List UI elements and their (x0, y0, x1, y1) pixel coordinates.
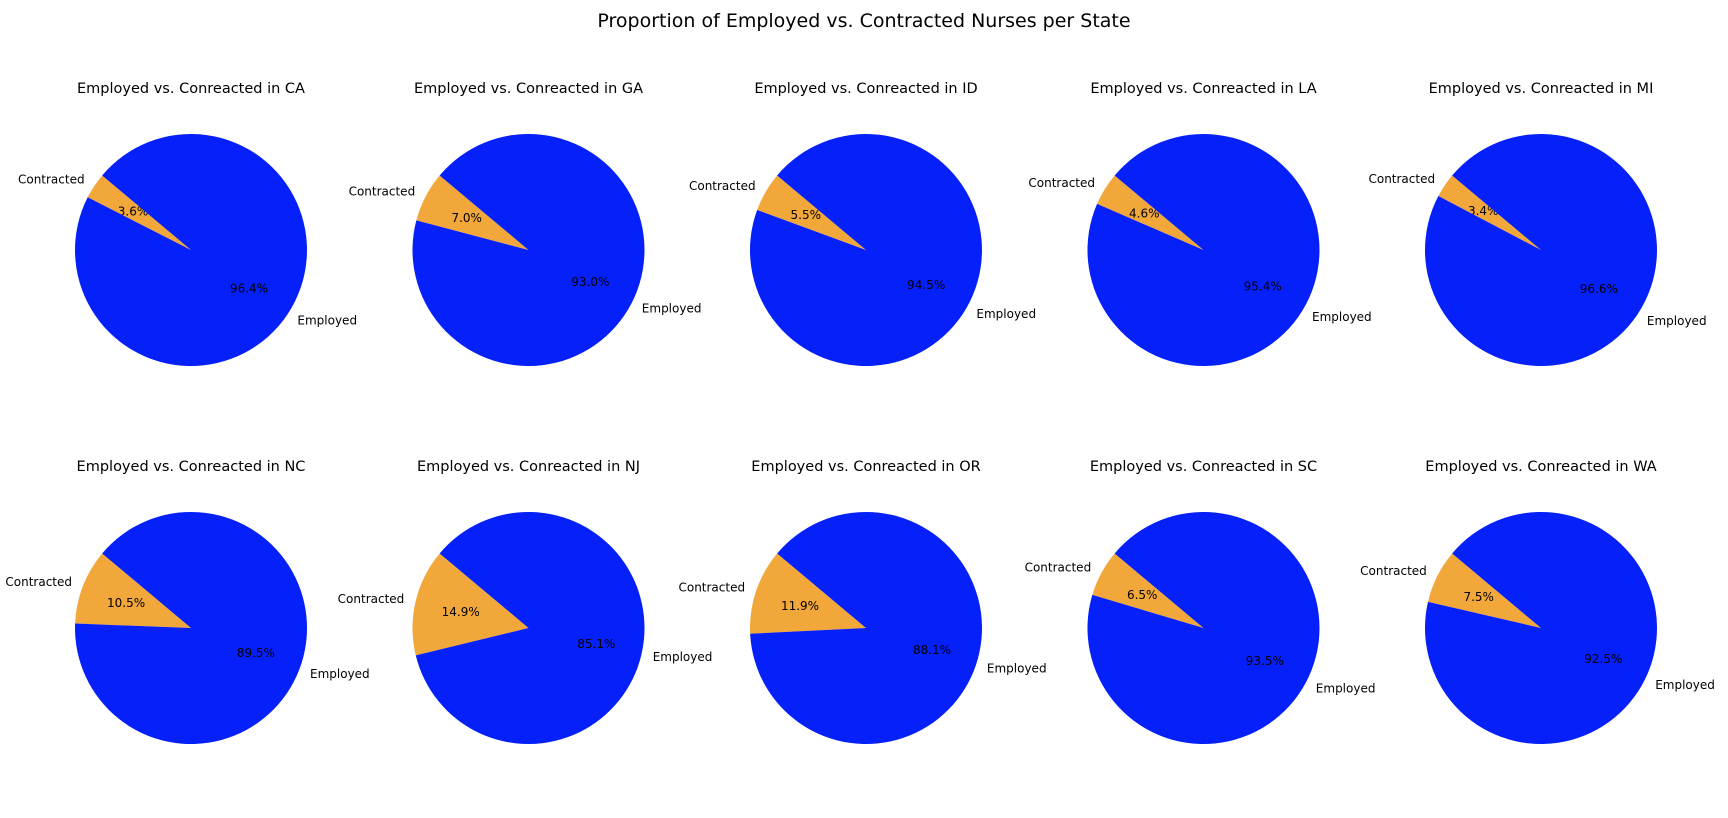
slice-contracted (412, 553, 529, 656)
pie-chart: Employed vs. Conreacted in ID Contracted 5… (689, 81, 1036, 367)
slice-contracted (1438, 175, 1541, 250)
label-contracted: Contracted (1025, 561, 1092, 575)
pie-title: Employed vs. Conreacted in LA (1090, 81, 1316, 97)
pct-employed: 95.4% (1244, 280, 1282, 294)
pie-title: Employed vs. Conreacted in GA (414, 81, 643, 97)
label-contracted: Contracted (678, 580, 745, 594)
pct-contracted: 10.5% (107, 596, 145, 610)
slice-employed (1087, 134, 1320, 367)
slice-contracted (87, 175, 191, 250)
pie-chart: Employed vs. Conreacted in GA Contracted 7… (349, 81, 702, 367)
pie-chart: Employed vs. Conreacted in NJ Contracted 1… (338, 459, 713, 745)
pct-contracted: 3.6% (118, 205, 149, 219)
label-employed: Employed (642, 302, 702, 316)
pct-employed: 96.6% (1580, 282, 1618, 296)
label-employed: Employed (976, 307, 1036, 321)
pie-title: Employed vs. Conreacted in ID (754, 81, 977, 97)
slice-employed (412, 134, 645, 367)
pct-contracted: 5.5% (791, 208, 822, 222)
pie-title: Employed vs. Conreacted in MI (1429, 81, 1654, 97)
pie-title: Employed vs. Conreacted in NJ (417, 459, 640, 475)
pie-chart: Employed vs. Conreacted in NC Contracted 1… (5, 459, 370, 744)
pie-title: Employed vs. Conreacted in CA (77, 81, 305, 97)
slice-contracted (749, 553, 866, 634)
slice-employed (74, 134, 307, 367)
slice-employed (1424, 512, 1657, 745)
pct-employed: 93.0% (571, 275, 609, 289)
slice-employed (1424, 134, 1657, 367)
label-employed: Employed (297, 314, 357, 328)
pie-chart: Employed vs. Conreacted in WA Contracted 7… (1360, 459, 1715, 745)
label-contracted: Contracted (349, 184, 416, 198)
figure-title: Proportion of Employed vs. Contracted Nu… (597, 10, 1131, 32)
slice-contracted (757, 175, 866, 250)
pie-title: Employed vs. Conreacted in OR (751, 459, 980, 475)
label-contracted: Contracted (338, 592, 405, 606)
pct-employed: 88.1% (913, 643, 951, 657)
pie-chart: Employed vs. Conreacted in OR Contracted 1… (678, 459, 1047, 745)
pct-employed: 89.5% (237, 646, 275, 660)
pct-contracted: 7.5% (1463, 590, 1494, 604)
slice-contracted (1427, 553, 1541, 628)
pie-chart: Employed vs. Conreacted in CA Contracted 3… (18, 81, 357, 367)
label-employed: Employed (653, 650, 713, 664)
pct-contracted: 14.9% (442, 605, 480, 619)
slice-employed (1087, 512, 1320, 745)
label-contracted: Contracted (5, 575, 72, 589)
pct-contracted: 4.6% (1129, 206, 1160, 220)
label-contracted: Contracted (1028, 176, 1095, 190)
label-contracted: Contracted (1360, 564, 1427, 578)
label-employed: Employed (310, 667, 370, 681)
pie-title: Employed vs. Conreacted in NC (77, 459, 306, 475)
pct-contracted: 11.9% (781, 599, 819, 613)
label-employed: Employed (1312, 310, 1372, 324)
slice-employed (750, 512, 982, 745)
slice-employed (749, 134, 982, 367)
pct-employed: 93.5% (1246, 654, 1284, 668)
slice-employed (75, 511, 308, 744)
label-employed: Employed (987, 662, 1047, 676)
label-employed: Employed (1655, 678, 1715, 692)
slice-contracted (416, 175, 529, 250)
pct-employed: 96.4% (230, 281, 268, 295)
pie-chart: Employed vs. Conreacted in SC Contracted 6… (1025, 459, 1376, 745)
slice-contracted (1097, 175, 1204, 250)
label-contracted: Contracted (18, 173, 85, 187)
pie-chart: Employed vs. Conreacted in LA Contracted 4… (1028, 81, 1372, 367)
pct-employed: 85.1% (577, 637, 615, 651)
label-contracted: Contracted (1368, 172, 1435, 186)
slice-contracted (75, 553, 191, 628)
pct-employed: 94.5% (907, 278, 945, 292)
pie-title: Employed vs. Conreacted in SC (1090, 459, 1317, 475)
pie-chart: Employed vs. Conreacted in MIContracted3… (1368, 81, 1707, 367)
pct-employed: 92.5% (1584, 652, 1622, 666)
label-contracted: Contracted (689, 179, 756, 193)
pie-title: Employed vs. Conreacted in WA (1425, 459, 1656, 475)
slice-contracted (1092, 553, 1204, 628)
label-employed: Employed (1647, 314, 1707, 328)
pct-contracted: 7.0% (451, 211, 482, 225)
label-employed: Employed (1316, 682, 1376, 696)
pct-contracted: 6.5% (1127, 588, 1158, 602)
slice-employed (415, 512, 645, 745)
